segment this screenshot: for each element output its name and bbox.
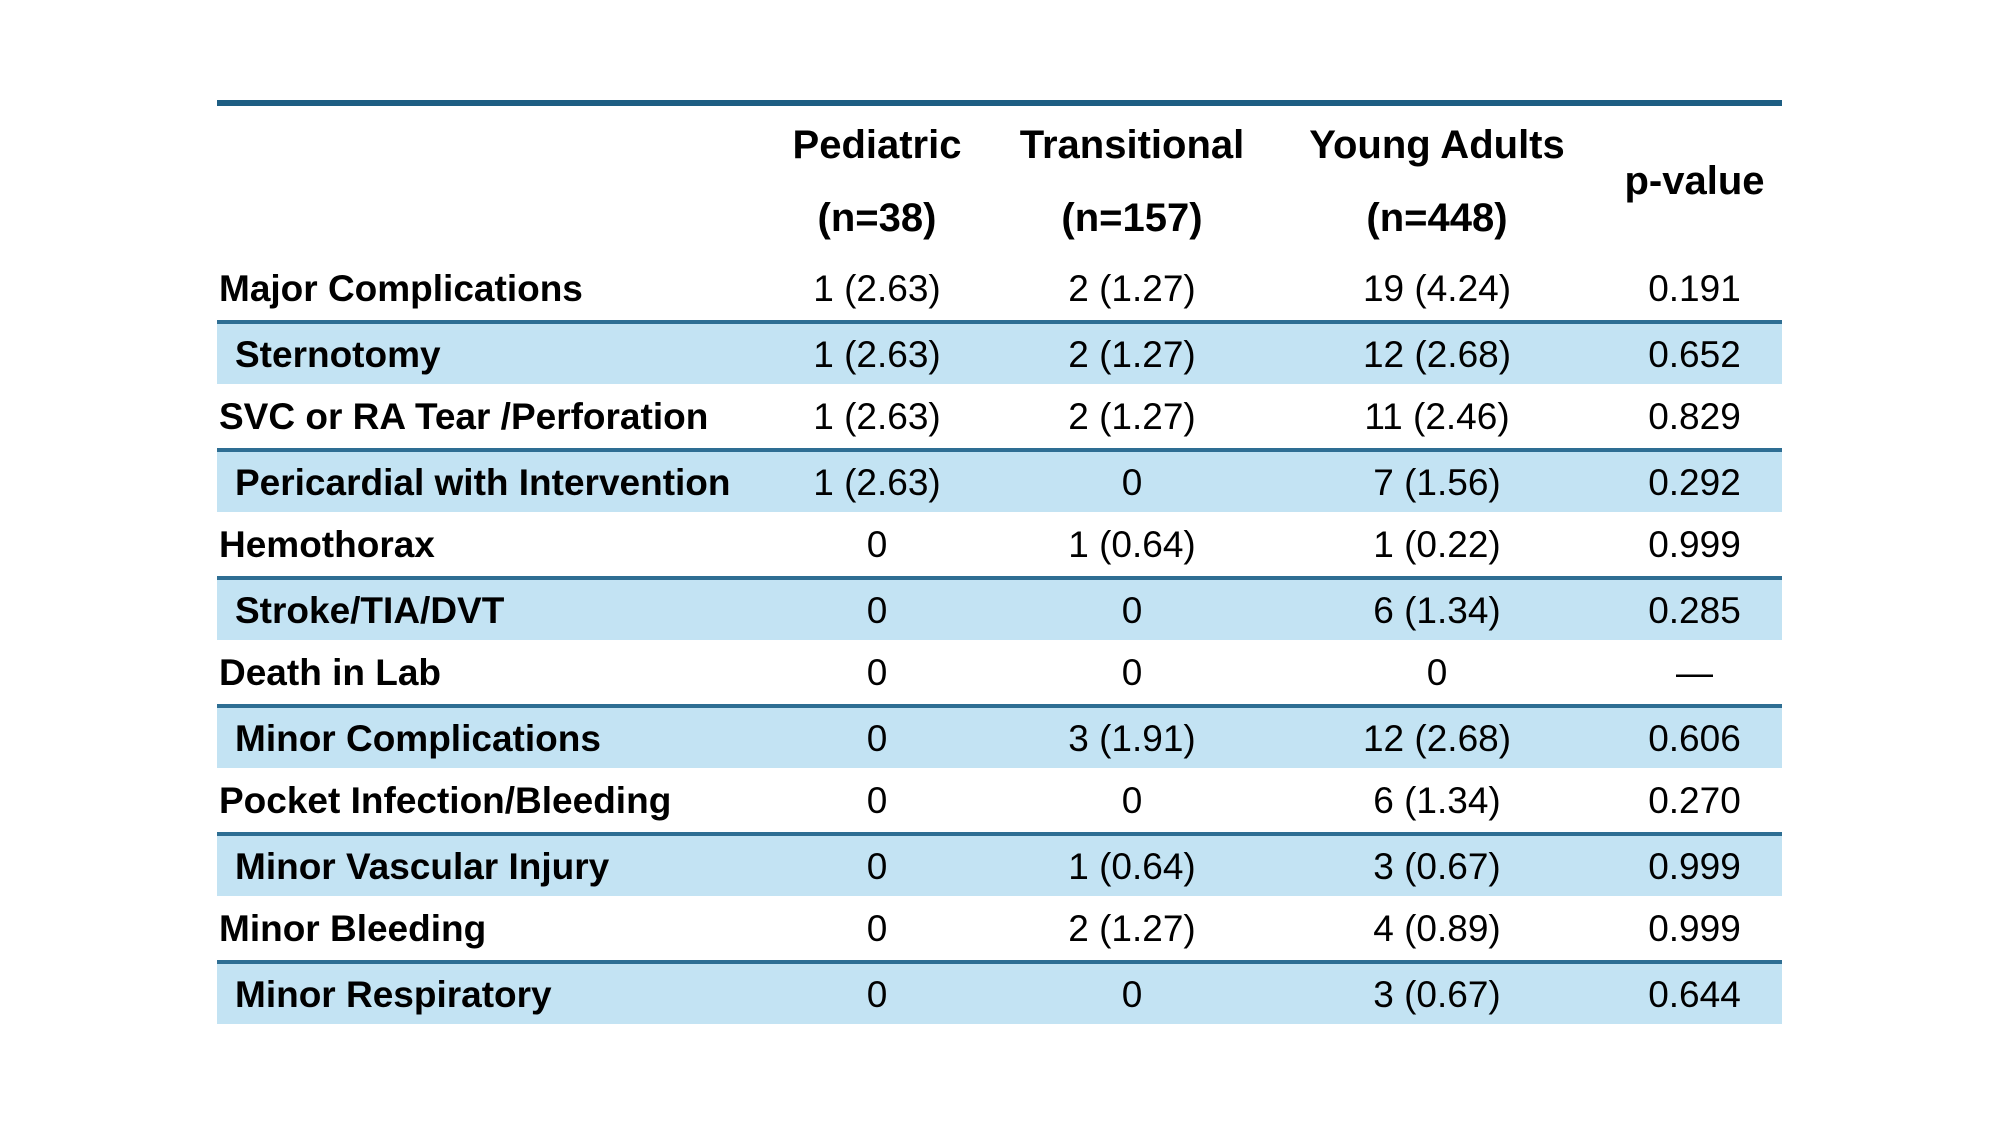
row-label: SVC or RA Tear /Perforation — [219, 395, 709, 437]
cell-value: 0 — [866, 717, 888, 759]
table-row: Pericardial with Intervention 1 (2.63) 0 7 … — [217, 448, 1782, 512]
cell-value: 2 (1.27) — [1068, 395, 1196, 437]
row-label: Pocket Infection/Bleeding — [219, 779, 672, 821]
row-label: Stroke/TIA/DVT — [235, 589, 505, 631]
row-label: Pericardial with Intervention — [235, 461, 731, 503]
cell-value: 0.191 — [1648, 267, 1741, 309]
cell-value: 0.999 — [1648, 845, 1741, 887]
cell-value: 0.606 — [1648, 717, 1741, 759]
cell-value: 4 (0.89) — [1373, 907, 1501, 949]
cell-value: 0.999 — [1648, 907, 1741, 949]
cell-value: 7 (1.56) — [1373, 461, 1501, 503]
table-row: SVC or RA Tear /Perforation 1 (2.63) 2 (1.… — [217, 384, 1782, 448]
cell-value: 0 — [866, 651, 888, 693]
row-label: Minor Vascular Injury — [235, 845, 610, 887]
cell-value: 0.652 — [1648, 333, 1741, 375]
column-header-empty — [217, 106, 757, 256]
table-row: Major Complications 1 (2.63) 2 (1.27) 19 (4… — [217, 256, 1782, 320]
cell-value: 2 (1.27) — [1068, 267, 1196, 309]
cell-value: 2 (1.27) — [1068, 907, 1196, 949]
cell-value: 0 — [866, 779, 888, 821]
cell-value: 0.285 — [1648, 589, 1741, 631]
cell-value: 0 — [866, 523, 888, 565]
cell-value: 12 (2.68) — [1362, 333, 1512, 375]
cell-value: 0 — [866, 907, 888, 949]
cell-value: 1 (0.64) — [1068, 523, 1196, 565]
cell-value: 0.270 — [1648, 779, 1741, 821]
table-row: Minor Respiratory 0 0 3 (0.67) 0.644 — [217, 960, 1782, 1024]
column-header-pvalue: p-value — [1607, 106, 1782, 256]
cell-value: 1 (2.63) — [813, 395, 941, 437]
cell-value: 0 — [866, 973, 888, 1015]
cell-value: 0 — [1121, 589, 1143, 631]
column-header-label: Transitional — [1019, 122, 1245, 167]
table-body: Major Complications 1 (2.63) 2 (1.27) 19 (4… — [217, 256, 1782, 1024]
cell-value: 0 — [1121, 461, 1143, 503]
table-row: Hemothorax 0 1 (0.64) 1 (0.22) 0.999 — [217, 512, 1782, 576]
table-row: Sternotomy 1 (2.63) 2 (1.27) 12 (2.68) 0.652 — [217, 320, 1782, 384]
cell-value: 0 — [1121, 779, 1143, 821]
row-label: Death in Lab — [219, 651, 442, 693]
cell-value: 6 (1.34) — [1373, 779, 1501, 821]
cell-value: 3 (0.67) — [1373, 973, 1501, 1015]
cell-value: 6 (1.34) — [1373, 589, 1501, 631]
table-row: Stroke/TIA/DVT 0 0 6 (1.34) 0.285 — [217, 576, 1782, 640]
cell-value: 0.999 — [1648, 523, 1741, 565]
cell-value: 0.644 — [1648, 973, 1741, 1015]
column-header-n: (n=448) — [1366, 195, 1508, 240]
column-header-pediatric: Pediatric (n=38) — [757, 106, 997, 256]
table-row: Minor Complications 0 3 (1.91) 12 (2.68) 0.6… — [217, 704, 1782, 768]
table-header-row: Pediatric (n=38) Transitional (n=157) Yo… — [217, 106, 1782, 256]
cell-value: 0 — [866, 589, 888, 631]
cell-value: 3 (0.67) — [1373, 845, 1501, 887]
cell-value: 0 — [866, 845, 888, 887]
column-header-n: (n=38) — [817, 195, 937, 240]
column-header-label: Pediatric — [792, 122, 962, 167]
table-row: Minor Bleeding 0 2 (1.27) 4 (0.89) 0.999 — [217, 896, 1782, 960]
row-label: Major Complications — [219, 267, 583, 309]
row-label: Sternotomy — [235, 333, 441, 375]
cell-value: 19 (4.24) — [1362, 267, 1512, 309]
complications-table: Pediatric (n=38) Transitional (n=157) Yo… — [217, 100, 1782, 1024]
row-label: Minor Complications — [235, 717, 601, 759]
column-header-label: Young Adults — [1309, 122, 1565, 167]
cell-value: 11 (2.46) — [1364, 395, 1510, 437]
cell-value: 1 (2.63) — [813, 267, 941, 309]
cell-value: 1 (2.63) — [813, 461, 941, 503]
table-row: Death in Lab 0 0 0 — — [217, 640, 1782, 704]
cell-value: 0 — [1121, 651, 1143, 693]
cell-value: 0.829 — [1648, 395, 1741, 437]
row-label: Minor Bleeding — [219, 907, 487, 949]
table-row: Minor Vascular Injury 0 1 (0.64) 3 (0.67) 0.… — [217, 832, 1782, 896]
row-label: Hemothorax — [219, 523, 435, 565]
cell-value: 0 — [1121, 973, 1143, 1015]
cell-value: 1 (2.63) — [813, 333, 941, 375]
row-label: Minor Respiratory — [235, 973, 552, 1015]
column-header-label: p-value — [1624, 159, 1765, 203]
cell-value: 0 — [1426, 651, 1448, 693]
cell-value: 0.292 — [1648, 461, 1741, 503]
table-row: Pocket Infection/Bleeding 0 0 6 (1.34) 0.270 — [217, 768, 1782, 832]
column-header-transitional: Transitional (n=157) — [997, 106, 1267, 256]
cell-value: 1 (0.22) — [1373, 523, 1501, 565]
cell-value: 2 (1.27) — [1068, 333, 1196, 375]
column-header-young-adults: Young Adults (n=448) — [1267, 106, 1607, 256]
cell-value: 12 (2.68) — [1362, 717, 1512, 759]
cell-value: 3 (1.91) — [1068, 717, 1196, 759]
column-header-n: (n=157) — [1061, 195, 1203, 240]
cell-value: — — [1676, 651, 1713, 693]
cell-value: 1 (0.64) — [1068, 845, 1196, 887]
